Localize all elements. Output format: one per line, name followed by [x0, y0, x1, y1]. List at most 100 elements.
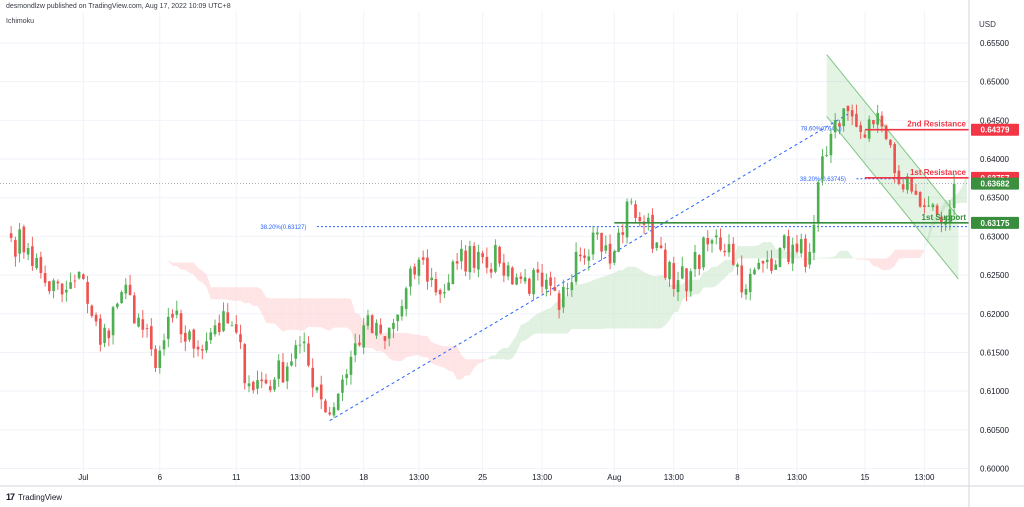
y-tick-label: 0.60000	[980, 465, 1009, 474]
cloud-segment	[278, 298, 283, 332]
candle-body	[821, 156, 824, 180]
candle-body	[787, 236, 790, 262]
cloud-segment	[580, 283, 585, 329]
publisher-line: desmondlzw published on TradingView.com,…	[6, 3, 231, 10]
candle-body	[132, 295, 136, 324]
y-tick-label: 0.65500	[980, 39, 1009, 48]
cloud-segment	[406, 332, 411, 358]
candle-body	[931, 204, 935, 208]
price-tag-label: 0.64379	[981, 126, 1010, 135]
candle-body	[778, 248, 782, 267]
cloud-segment	[741, 246, 746, 259]
candle-body	[434, 279, 438, 293]
candle-body	[842, 108, 846, 127]
cloud-segment	[512, 335, 517, 359]
cloud-segment	[886, 255, 891, 271]
candle-body	[791, 244, 795, 264]
x-tick-label: 18	[359, 473, 368, 482]
candle-body	[540, 272, 544, 287]
cloud-segment	[452, 346, 458, 380]
level-label: 2nd Resistance	[907, 120, 966, 129]
candle-body	[73, 280, 77, 282]
candle-body	[489, 268, 493, 273]
candle-body	[838, 123, 841, 127]
cloud-segment	[898, 249, 904, 259]
candle-body	[710, 240, 714, 244]
candle-body	[200, 349, 204, 351]
candle-body	[872, 120, 875, 125]
cloud-segment	[856, 258, 861, 260]
cloud-segment	[529, 316, 534, 338]
cloud-segment	[457, 346, 462, 380]
cloud-segment	[754, 245, 759, 259]
candle-body	[638, 217, 642, 222]
candle-body	[315, 387, 319, 391]
cloud-segment	[329, 298, 334, 331]
cloud-segment	[903, 249, 908, 259]
cloud-segment	[181, 262, 186, 270]
cloud-segment	[941, 199, 946, 216]
candle-body	[863, 134, 867, 138]
candle-body	[804, 238, 807, 267]
y-tick-label: 0.64500	[980, 116, 1009, 125]
candle-body	[523, 277, 527, 282]
cloud-segment	[860, 258, 865, 260]
candle-body	[587, 256, 591, 261]
candle-body	[145, 328, 149, 330]
indicator-label[interactable]: Ichimoku	[6, 18, 35, 25]
cloud-segment	[877, 258, 882, 271]
candle-body	[927, 205, 930, 207]
cloud-segment	[822, 257, 827, 259]
cloud-segment	[915, 249, 921, 259]
candle-body	[14, 239, 17, 257]
tradingview-logo[interactable]: 17 TradingView	[6, 492, 62, 502]
cloud-segment	[610, 272, 615, 329]
candle-body	[196, 346, 200, 350]
x-tick-label: 13:00	[914, 473, 935, 482]
cloud-segment	[321, 298, 326, 330]
candle-body	[290, 361, 293, 366]
candle-body	[158, 350, 162, 368]
candle-body	[596, 232, 599, 235]
cloud-segment	[393, 332, 398, 361]
cloud-segment	[576, 284, 581, 329]
candle-body	[409, 268, 412, 287]
candle-body	[107, 330, 111, 339]
cloud-segment	[274, 298, 279, 328]
cloud-segment	[168, 260, 173, 267]
cloud-segment	[911, 249, 916, 259]
cloud-segment	[843, 250, 848, 259]
last-price-tag	[971, 177, 1019, 190]
cloud-segment	[261, 289, 266, 323]
candle-body	[940, 216, 943, 223]
candle-body	[230, 325, 234, 327]
candle-body	[714, 235, 718, 238]
candle-body	[855, 113, 858, 127]
y-tick-label: 0.60500	[980, 426, 1009, 435]
candle-body	[171, 313, 174, 318]
candle-body	[617, 232, 620, 252]
cloud-segment	[767, 242, 772, 259]
candle-body	[65, 289, 68, 293]
candle-body	[166, 316, 170, 339]
cloud-segment	[172, 262, 177, 267]
candle-body	[26, 248, 30, 255]
x-tick-label: 13:00	[787, 473, 808, 482]
x-tick-label: 13:00	[409, 473, 430, 482]
candle-body	[910, 178, 913, 192]
candle-body	[86, 281, 89, 304]
cloud-segment	[818, 257, 823, 259]
cloud-segment	[423, 335, 428, 358]
candle-body	[247, 383, 251, 387]
candle-body	[901, 184, 905, 190]
candle-body	[336, 393, 340, 410]
candle-body	[731, 243, 735, 265]
cloud-segment	[355, 313, 360, 347]
candle-body	[302, 341, 306, 344]
cloud-segment	[894, 249, 899, 267]
cloud-segment	[720, 260, 725, 282]
candles	[9, 104, 956, 418]
candle-body	[260, 379, 264, 382]
